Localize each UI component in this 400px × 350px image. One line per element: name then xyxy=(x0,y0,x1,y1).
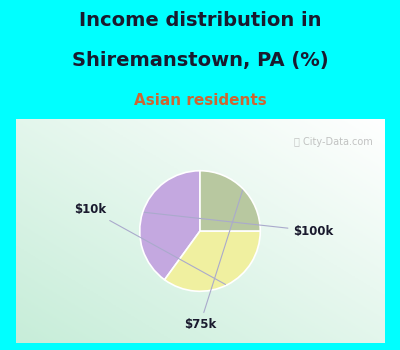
Text: $10k: $10k xyxy=(74,203,226,285)
Text: $75k: $75k xyxy=(184,190,243,331)
Text: ⓘ City-Data.com: ⓘ City-Data.com xyxy=(294,137,373,147)
Text: Asian residents: Asian residents xyxy=(134,93,266,108)
Wedge shape xyxy=(200,171,260,231)
Text: Income distribution in: Income distribution in xyxy=(79,10,321,29)
Wedge shape xyxy=(140,171,200,280)
Wedge shape xyxy=(164,231,260,291)
Text: Shiremanstown, PA (%): Shiremanstown, PA (%) xyxy=(72,51,328,70)
Text: $100k: $100k xyxy=(144,212,334,238)
